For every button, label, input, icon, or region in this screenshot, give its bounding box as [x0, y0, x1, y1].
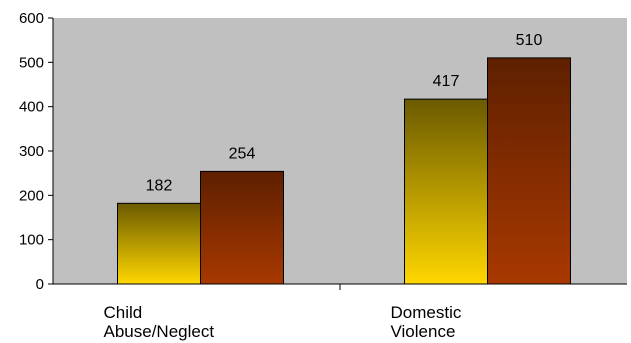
category-label: Domestic Violence — [391, 303, 462, 341]
bar-series0-cat1 — [404, 98, 488, 285]
y-tick-label: 400 — [19, 99, 44, 116]
data-label: 417 — [433, 73, 460, 90]
y-tick-label: 500 — [19, 54, 44, 71]
bars — [117, 57, 571, 285]
bar-series0-cat0 — [117, 202, 201, 285]
x-axis: Child Abuse/Neglect Domestic Violence — [53, 283, 627, 341]
y-tick-label: 600 — [19, 10, 44, 27]
y-tick-label: 0 — [36, 276, 44, 293]
data-label: 510 — [516, 32, 543, 49]
y-tick-label: 300 — [19, 143, 44, 160]
category-label: Child Abuse/Neglect — [104, 303, 215, 341]
y-tick-label: 100 — [19, 232, 44, 249]
data-label: 254 — [229, 145, 256, 162]
bar-series1-cat1 — [487, 57, 571, 285]
data-label: 182 — [146, 177, 173, 194]
bar-series1-cat0 — [200, 170, 284, 285]
y-tick-label: 200 — [19, 187, 44, 204]
data-labels: 182 254 417 510 — [146, 32, 543, 194]
y-axis: 0 100 200 300 400 500 600 — [19, 10, 54, 293]
